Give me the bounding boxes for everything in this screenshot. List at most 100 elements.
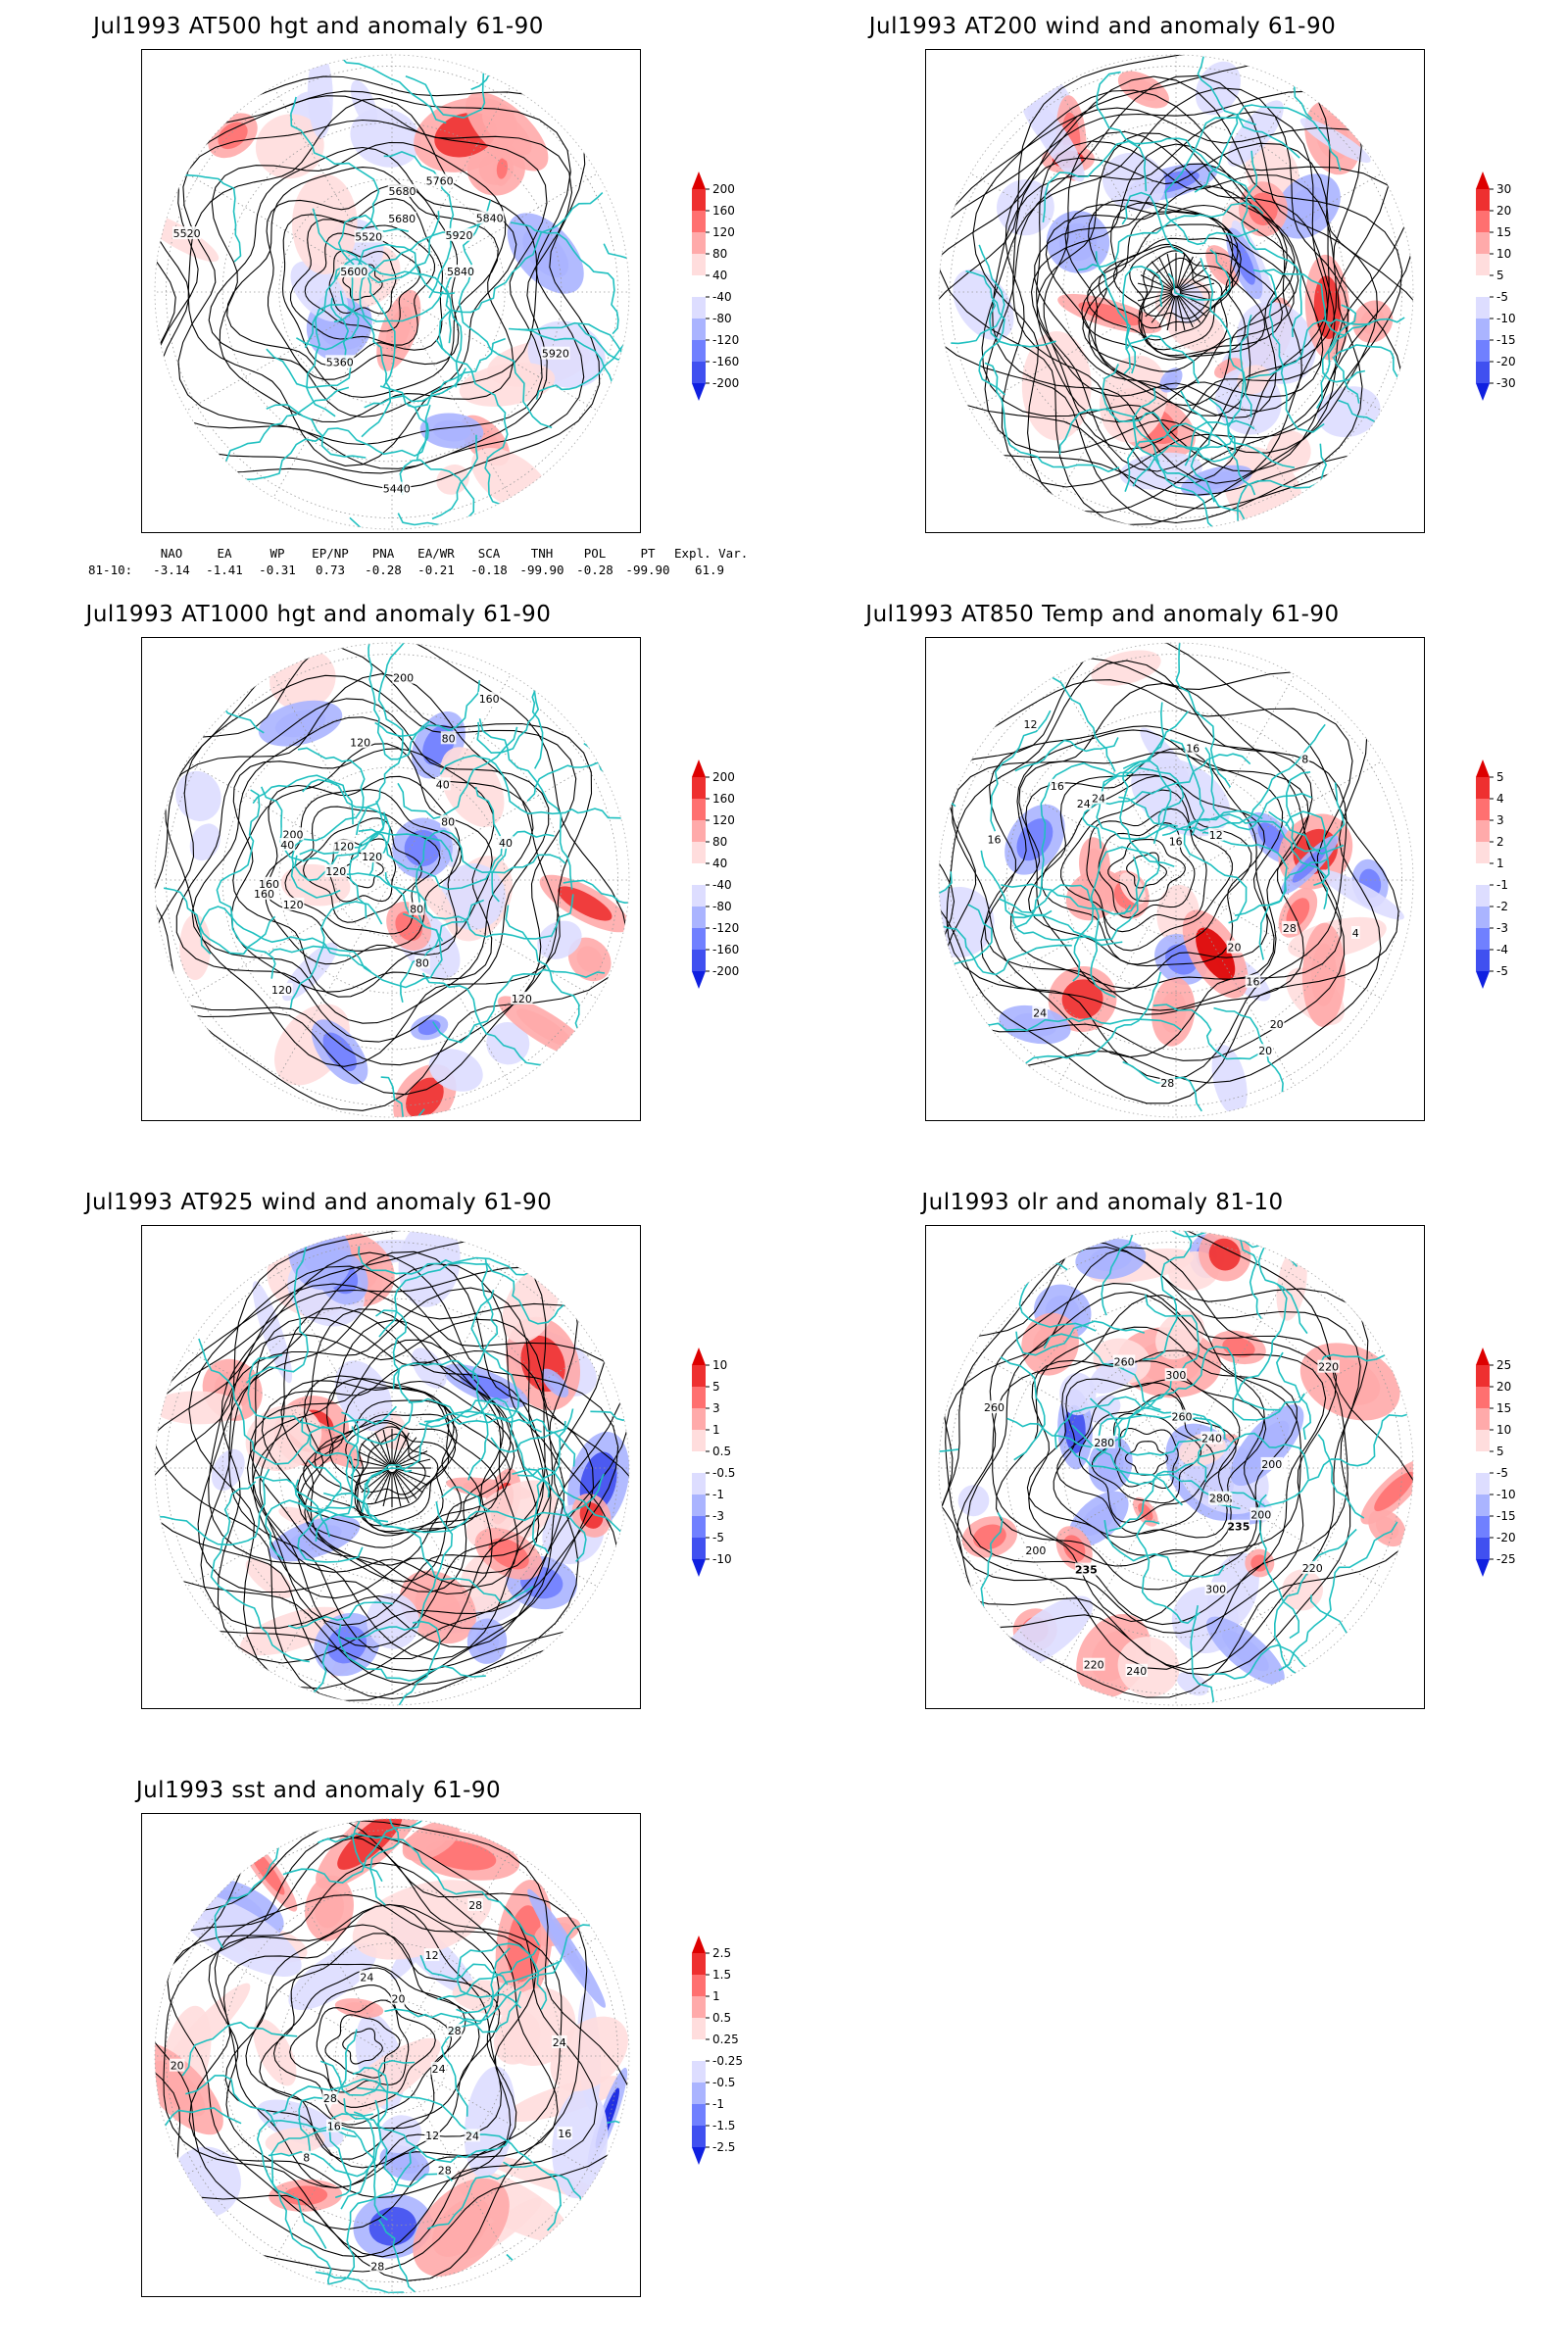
contour-label: 20 [392, 1993, 406, 2006]
contour-label: 5840 [476, 212, 504, 224]
contour-label: 220 [1084, 1659, 1104, 1672]
colorbar-tick-label: 200 [712, 182, 735, 196]
latitude-circle [1118, 234, 1233, 349]
colorbar-tick-label: -80 [712, 900, 732, 913]
contour-label: 5440 [383, 483, 411, 496]
colorbar-tick-label: 3 [1496, 813, 1504, 827]
anomaly-core [1286, 898, 1310, 928]
anomaly-core [558, 886, 612, 921]
contour-lines [155, 1819, 629, 2281]
teleconnection-value: -0.28 [576, 563, 613, 577]
colorbar-tick-label: 1 [712, 1423, 720, 1437]
colorbar-bin [692, 1996, 706, 2018]
colorbar-bin [692, 1430, 706, 1451]
coastlines [155, 1819, 629, 2293]
colorbar-max-arrow [1476, 760, 1490, 777]
anomaly-core [1208, 1238, 1241, 1271]
contour-label: 5520 [173, 227, 201, 240]
colorbar-tick-label: 0.25 [712, 2033, 739, 2046]
anomaly-region [290, 261, 349, 322]
contour-lines [155, 75, 601, 489]
contour-label-group: 8012016020012080401201604012020016012080… [253, 670, 533, 1005]
colorbar-bin [692, 1516, 706, 1538]
anomaly-core [337, 1819, 403, 1870]
colorbar-bin [1476, 297, 1490, 318]
contour-label: 20 [1258, 1045, 1272, 1057]
colorbar-bin [692, 1953, 706, 1975]
colorbar-bin [692, 2061, 706, 2082]
map-frame: 2352202002602402803002352202602002402352… [925, 1225, 1425, 1709]
map-field [155, 1231, 629, 1705]
contour-label: 5680 [389, 185, 416, 198]
contour-label: 235 [1075, 1564, 1098, 1577]
teleconnection-value: -3.14 [153, 563, 190, 577]
colorbar-tick-label: 2 [1496, 835, 1504, 849]
colorbar-tick-label: -1 [712, 1488, 724, 1501]
colorbar-svg: 10 5 3 1 0.5 -0.5 -1 -3 -5 -10 [692, 1348, 735, 1577]
anomaly-region [245, 1558, 293, 1598]
meridian-line [1175, 1467, 1382, 1588]
map-field [939, 1231, 1413, 1705]
colorbar-tick-label: 25 [1496, 1358, 1511, 1372]
colorbar-bin [692, 2104, 706, 2126]
anomaly-region [1276, 1248, 1307, 1321]
panel-title: Jul1993 olr and anomaly 81-10 [921, 1190, 1284, 1215]
contour-label-group: 28 24 20 16 12 24 28 20 16 12 8 28 24 28 24 28 [169, 1897, 573, 2274]
contour-label: 24 [466, 2130, 479, 2142]
colorbar-bin [692, 928, 706, 950]
colorbar-tick-label: -3 [712, 1509, 724, 1523]
contour-label: 24 [553, 2036, 566, 2049]
colorbar-tick-label: -160 [712, 943, 739, 956]
anomaly-core [1138, 1502, 1153, 1521]
contour-label: 5600 [340, 266, 368, 278]
colorbar: 30 20 15 10 5 -5 -10 -15 -20 -30 [1460, 172, 1548, 446]
teleconnection-value: -1.41 [206, 563, 243, 577]
colorbar-tick-label: -4 [1496, 943, 1508, 956]
colorbar-tick-label: 30 [1496, 182, 1511, 196]
teleconnection-value: -0.28 [365, 563, 402, 577]
contour-label: 300 [1205, 1584, 1226, 1596]
contour-label: 28 [448, 2025, 462, 2037]
panel-title: Jul1993 AT200 wind and anomaly 61-90 [868, 14, 1337, 39]
colorbar-tick-label: 1 [1496, 857, 1504, 870]
colorbar-tick-label: -5 [1496, 964, 1508, 978]
anomaly-core [1089, 1247, 1132, 1272]
teleconnection-value: -0.18 [470, 563, 508, 577]
polar-map: 2352202002602402803002352202602002402352… [938, 1230, 1414, 1706]
colorbar-tick-label: -10 [1496, 1488, 1516, 1501]
contour-label: 120 [271, 984, 292, 997]
anomaly-region [1316, 386, 1381, 438]
colorbar-tick-label: -200 [712, 964, 739, 978]
colorbar-tick-label: -0.25 [712, 2054, 743, 2068]
latitude-circle [278, 766, 506, 994]
contour-label: 5360 [326, 356, 354, 368]
map-field [155, 55, 629, 529]
anomaly-region [165, 1983, 251, 2071]
contour-label: 24 [1033, 1006, 1047, 1019]
colorbar-bin [692, 232, 706, 254]
anomaly-region [252, 1281, 293, 1384]
anomaly-core [1077, 879, 1112, 910]
contour-label: 260 [1114, 1356, 1135, 1369]
anomaly-region [1131, 757, 1231, 837]
colorbar-tick-label: 5 [712, 1380, 720, 1394]
colorbar-tick-label: 80 [712, 247, 727, 261]
teleconnection-table: NAO EA WP EP/NP PNA EA/WR SCA TNH POL PT Expl. Var… [88, 545, 755, 578]
contour-label: 120 [333, 840, 354, 853]
polar-map [938, 54, 1414, 530]
contour-label: 5920 [446, 229, 473, 242]
polar-map: 16 12 16 20 24 28 8 4 12 16 20 24 28 16 16 20 24 [938, 642, 1414, 1118]
colorbar-bin [1476, 885, 1490, 906]
contour-label: 4 [1352, 927, 1359, 940]
anomaly-core [576, 946, 603, 973]
anomaly-region [412, 867, 455, 924]
colorbar-max-arrow [1476, 172, 1490, 189]
latitude-circle [1005, 1298, 1347, 1639]
colorbar-tick-label: -1 [712, 2097, 724, 2111]
colorbar-tick-label: -2 [1496, 900, 1508, 913]
teleconnection-header: Expl. Var. [674, 546, 749, 561]
contour-label: 28 [438, 2164, 452, 2177]
contour-label: 160 [259, 878, 279, 891]
contour-label: 200 [1025, 1544, 1046, 1557]
colorbar: 2.5 1.5 1 0.5 0.25 -0.25 -0.5 -1 -1.5 -2.5 [676, 1936, 764, 2210]
